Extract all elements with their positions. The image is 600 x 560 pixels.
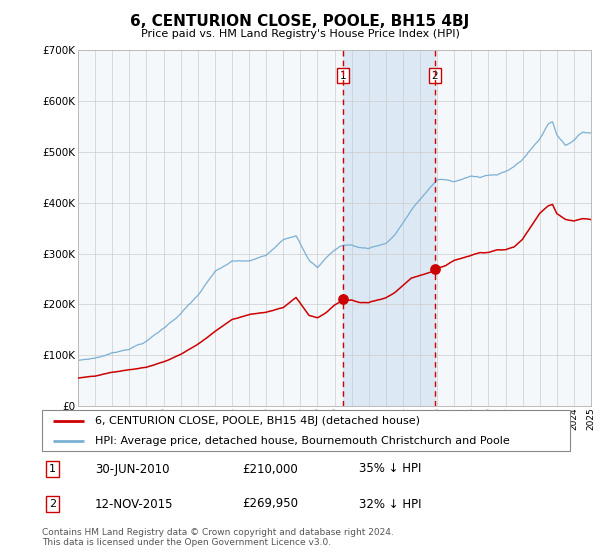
Text: 1: 1 (340, 71, 346, 81)
FancyBboxPatch shape (42, 410, 570, 451)
Text: 12-NOV-2015: 12-NOV-2015 (95, 497, 173, 511)
Text: 1: 1 (49, 464, 56, 474)
Text: 6, CENTURION CLOSE, POOLE, BH15 4BJ (detached house): 6, CENTURION CLOSE, POOLE, BH15 4BJ (det… (95, 416, 420, 426)
Point (430, 264, 440, 273)
Text: £210,000: £210,000 (242, 463, 298, 475)
Text: 2: 2 (49, 499, 56, 509)
Text: £269,950: £269,950 (242, 497, 299, 511)
Text: Price paid vs. HM Land Registry's House Price Index (HPI): Price paid vs. HM Land Registry's House … (140, 29, 460, 39)
Point (338, 295, 348, 304)
Text: 30-JUN-2010: 30-JUN-2010 (95, 463, 169, 475)
Bar (343, 50, 435, 406)
Text: 32% ↓ HPI: 32% ↓ HPI (359, 497, 421, 511)
Text: 2: 2 (431, 71, 438, 81)
Text: 6, CENTURION CLOSE, POOLE, BH15 4BJ: 6, CENTURION CLOSE, POOLE, BH15 4BJ (130, 14, 470, 29)
Text: Contains HM Land Registry data © Crown copyright and database right 2024.
This d: Contains HM Land Registry data © Crown c… (42, 528, 394, 547)
Text: 35% ↓ HPI: 35% ↓ HPI (359, 463, 421, 475)
Text: HPI: Average price, detached house, Bournemouth Christchurch and Poole: HPI: Average price, detached house, Bour… (95, 436, 509, 446)
